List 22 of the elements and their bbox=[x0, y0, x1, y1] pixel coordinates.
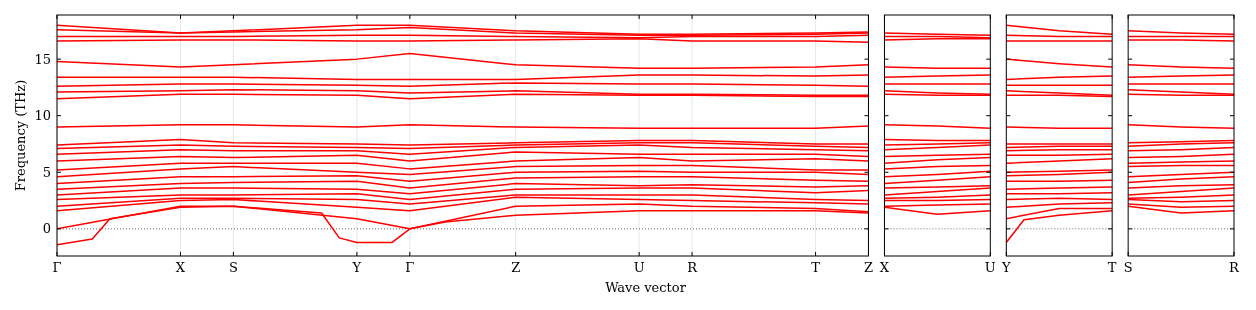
x-tick-label: S bbox=[228, 260, 238, 275]
x-tick-label: Γ bbox=[52, 260, 62, 275]
x-tick-label: Γ bbox=[405, 260, 415, 275]
x-tick-label: Z bbox=[511, 260, 521, 275]
x-tick-label: U bbox=[633, 260, 645, 275]
x-tick-label: Y bbox=[1001, 260, 1012, 275]
y-tick-label: 10 bbox=[34, 108, 51, 124]
x-tick-label: U bbox=[984, 260, 996, 275]
y-tick-label: 15 bbox=[34, 51, 51, 67]
x-axis-title: Wave vector bbox=[605, 280, 687, 295]
y-axis-title: Frequency (THz) bbox=[13, 79, 28, 192]
y-tick-label: 0 bbox=[42, 221, 51, 237]
x-tick-label: R bbox=[687, 260, 699, 275]
y-tick-label: 5 bbox=[42, 164, 51, 180]
x-tick-label: S bbox=[1123, 260, 1133, 275]
x-tick-label: X bbox=[879, 260, 890, 275]
x-tick-label: T bbox=[811, 260, 821, 275]
x-tick-label: X bbox=[175, 260, 186, 275]
x-tick-label: T bbox=[1107, 260, 1117, 275]
x-tick-label: Z bbox=[863, 260, 873, 275]
x-tick-label: Y bbox=[351, 260, 362, 275]
x-tick-label: R bbox=[1229, 260, 1241, 275]
